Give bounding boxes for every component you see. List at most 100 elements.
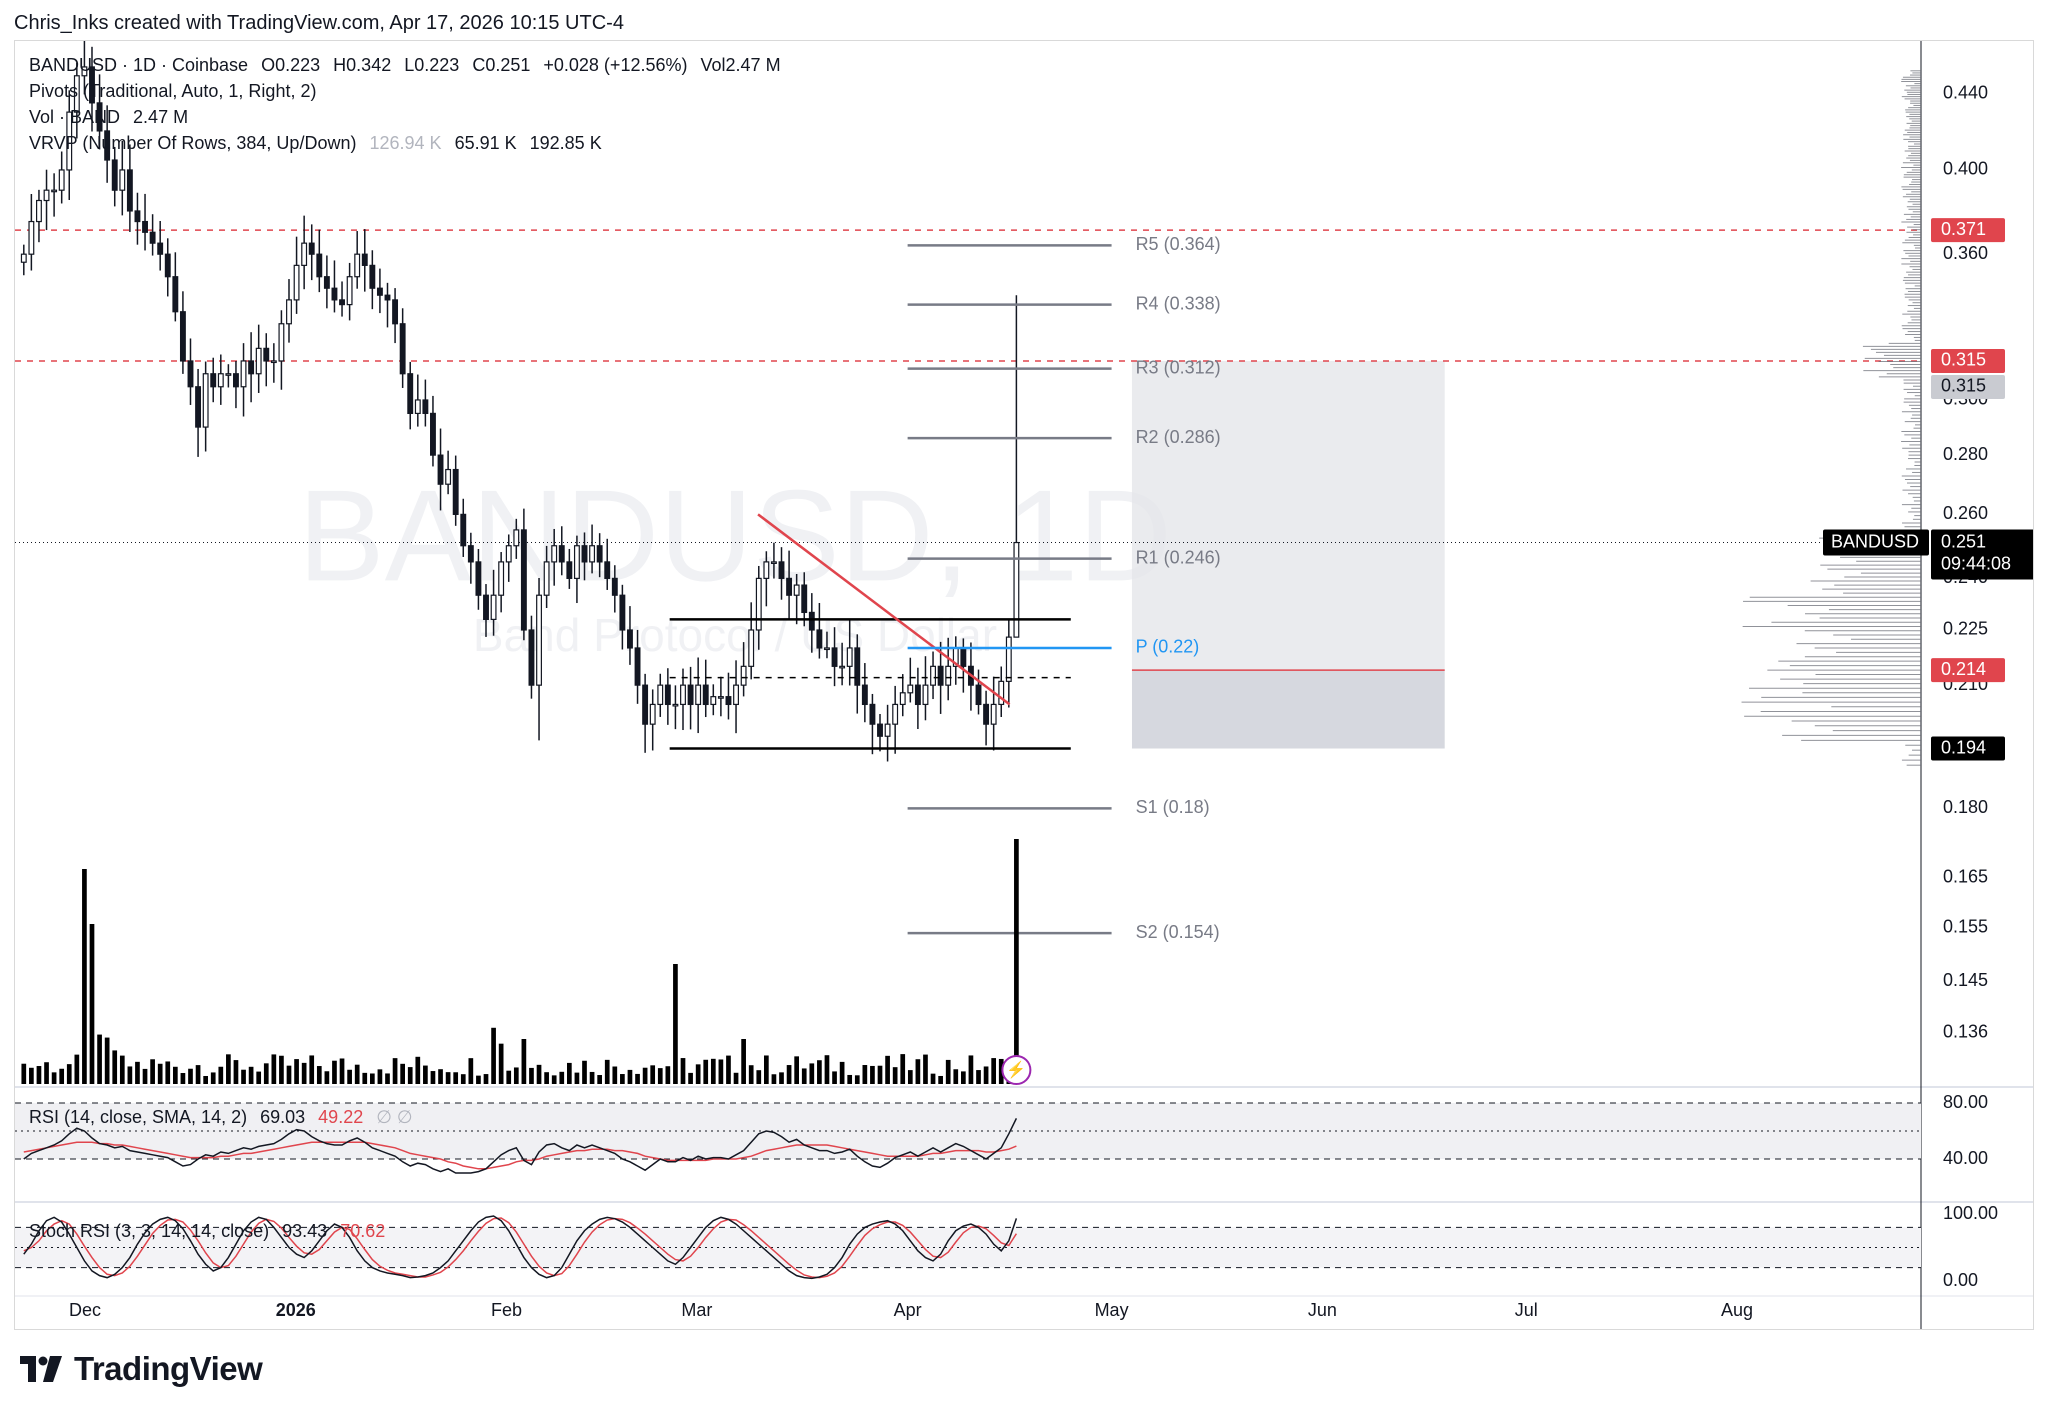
volume-bar[interactable] xyxy=(226,1054,231,1084)
candle[interactable] xyxy=(672,703,679,707)
volume-bar[interactable] xyxy=(1014,839,1019,1084)
volume-bar[interactable] xyxy=(764,1055,769,1084)
candle[interactable] xyxy=(308,242,315,255)
candle[interactable] xyxy=(475,561,482,596)
volume-bar[interactable] xyxy=(748,1065,754,1084)
volume-bar[interactable] xyxy=(703,1059,709,1084)
candle[interactable] xyxy=(392,299,399,325)
candle[interactable] xyxy=(202,373,209,428)
candle[interactable] xyxy=(649,703,656,725)
candle[interactable] xyxy=(937,665,944,686)
candle[interactable] xyxy=(899,692,906,706)
volume-bar[interactable] xyxy=(635,1073,640,1084)
volume-bar[interactable] xyxy=(218,1066,224,1084)
current-symbol-tag[interactable] xyxy=(1823,529,1929,556)
tradingview-logo[interactable]: TradingView xyxy=(20,1350,263,1388)
candle[interactable] xyxy=(149,231,156,244)
candle[interactable] xyxy=(778,561,785,579)
volume-bar[interactable] xyxy=(150,1059,155,1084)
volume-bar[interactable] xyxy=(233,1060,239,1084)
volume-bar[interactable] xyxy=(21,1063,27,1084)
candle[interactable] xyxy=(255,347,262,375)
volume-bar[interactable] xyxy=(423,1065,428,1084)
candle[interactable] xyxy=(28,220,35,255)
volume-bar[interactable] xyxy=(29,1067,34,1084)
candle[interactable] xyxy=(263,347,270,362)
candle[interactable] xyxy=(770,561,777,564)
volume-bar[interactable] xyxy=(665,1066,671,1084)
volume-bar[interactable] xyxy=(839,1061,845,1084)
candle[interactable] xyxy=(414,399,421,415)
volume-bar[interactable] xyxy=(97,1034,102,1084)
volume-bar[interactable] xyxy=(180,1073,186,1084)
candle[interactable] xyxy=(111,159,118,191)
volume-bar[interactable] xyxy=(135,1061,140,1084)
volume-bar[interactable] xyxy=(930,1073,936,1084)
volume-bar[interactable] xyxy=(362,1072,368,1084)
price-tag[interactable] xyxy=(1931,658,2005,683)
candle[interactable] xyxy=(164,253,171,278)
candle[interactable] xyxy=(551,545,558,563)
candle[interactable] xyxy=(808,611,815,631)
candle[interactable] xyxy=(528,629,535,686)
volume-bar[interactable] xyxy=(923,1054,928,1084)
candle[interactable] xyxy=(384,294,391,301)
candle[interactable] xyxy=(907,684,914,694)
candle[interactable] xyxy=(740,665,747,686)
candle[interactable] xyxy=(66,111,73,171)
volume-bar[interactable] xyxy=(566,1062,572,1084)
candle[interactable] xyxy=(195,386,202,428)
candle[interactable] xyxy=(81,66,88,77)
current-price-tag[interactable] xyxy=(1931,529,2034,580)
volume-bar[interactable] xyxy=(339,1058,345,1084)
volume-bar[interactable] xyxy=(604,1059,610,1084)
candles[interactable] xyxy=(20,41,1020,762)
candle[interactable] xyxy=(884,723,891,737)
candle[interactable] xyxy=(399,323,406,375)
volume-bar[interactable] xyxy=(241,1069,246,1084)
volume-bar[interactable] xyxy=(279,1055,284,1084)
volume-bar[interactable] xyxy=(460,1074,466,1084)
candle[interactable] xyxy=(892,703,899,725)
volume-bar[interactable] xyxy=(112,1050,118,1084)
legend-vrvp[interactable]: VRVP (Number Of Rows, 384, Up/Down) 126.… xyxy=(29,133,602,154)
volume-bar[interactable] xyxy=(369,1073,375,1084)
volume-bar[interactable] xyxy=(286,1065,292,1084)
volume-bar[interactable] xyxy=(119,1055,125,1084)
volume-bar[interactable] xyxy=(521,1039,527,1084)
volume-bar[interactable] xyxy=(983,1066,989,1084)
rsi-line[interactable] xyxy=(23,1118,1018,1174)
volume-bar[interactable] xyxy=(695,1064,701,1084)
volume-bar[interactable] xyxy=(620,1074,625,1084)
volume-bar[interactable] xyxy=(324,1071,330,1084)
candle[interactable] xyxy=(846,647,853,667)
volume-bar[interactable] xyxy=(612,1066,618,1084)
candle[interactable] xyxy=(179,311,186,362)
volume-bars[interactable] xyxy=(21,839,1019,1084)
candle[interactable] xyxy=(505,545,512,563)
volume-bar[interactable] xyxy=(51,1072,57,1084)
candle[interactable] xyxy=(331,287,338,301)
volume-bar[interactable] xyxy=(210,1072,216,1084)
candle[interactable] xyxy=(717,696,724,699)
candle[interactable] xyxy=(710,696,717,706)
candle[interactable] xyxy=(1013,541,1020,638)
candle[interactable] xyxy=(376,287,383,296)
candle[interactable] xyxy=(861,684,868,706)
volume-bar[interactable] xyxy=(301,1062,307,1084)
candle[interactable] xyxy=(104,130,111,161)
volume-bar[interactable] xyxy=(991,1058,997,1084)
candle[interactable] xyxy=(301,242,308,266)
volume-bar[interactable] xyxy=(673,964,678,1084)
volume-bar[interactable] xyxy=(885,1055,890,1084)
volume-bar[interactable] xyxy=(801,1068,807,1084)
volume-bar[interactable] xyxy=(59,1068,65,1084)
volume-bar[interactable] xyxy=(89,924,95,1084)
volume-bar[interactable] xyxy=(854,1075,860,1084)
candle[interactable] xyxy=(323,276,330,289)
volume-bar[interactable] xyxy=(256,1071,262,1084)
volume-bar[interactable] xyxy=(203,1075,208,1084)
legend-volume[interactable]: Vol · BAND 2.47 M xyxy=(29,107,188,128)
volume-bar[interactable] xyxy=(354,1064,360,1084)
